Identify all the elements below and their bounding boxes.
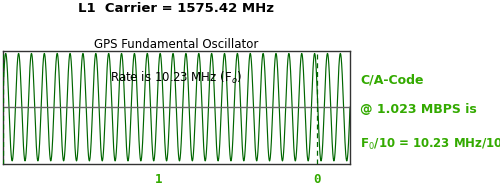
- Text: Rate is 10.23 MHz (F$_o$): Rate is 10.23 MHz (F$_o$): [110, 70, 242, 86]
- Text: 1: 1: [155, 173, 162, 186]
- Text: C/A-Code: C/A-Code: [360, 73, 424, 86]
- Text: GPS Fundamental Oscillator: GPS Fundamental Oscillator: [94, 38, 258, 51]
- Text: @ 1.023 MBPS is: @ 1.023 MBPS is: [360, 103, 477, 116]
- Text: 0: 0: [313, 173, 320, 186]
- Text: F$_0$/10 = 10.23 MHz/10: F$_0$/10 = 10.23 MHz/10: [360, 137, 500, 152]
- Text: L1  Carrier = 1575.42 MHz: L1 Carrier = 1575.42 MHz: [78, 2, 274, 15]
